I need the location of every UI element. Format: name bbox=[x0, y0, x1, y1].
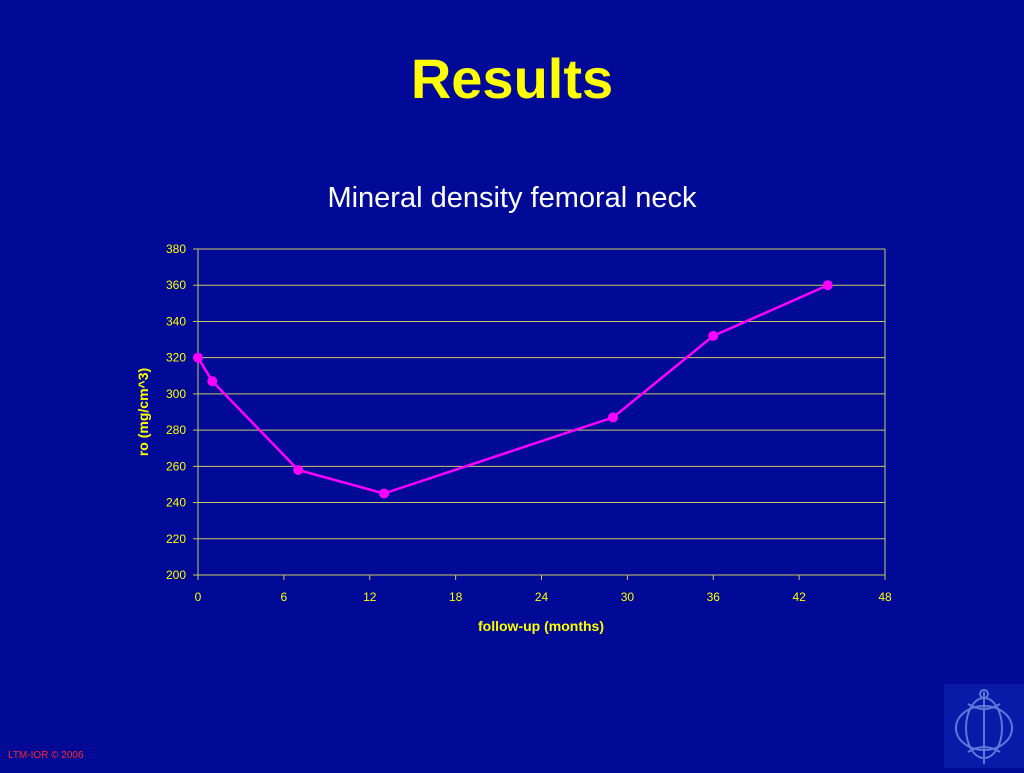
x-tick-label: 18 bbox=[449, 590, 463, 604]
tick-labels: 200 220 240 260 280 300 320 340 360 380 0 6 12 18 24 30… bbox=[166, 242, 892, 604]
x-tick-label: 42 bbox=[792, 590, 806, 604]
data-point bbox=[193, 352, 203, 363]
y-tick-label: 380 bbox=[166, 242, 186, 256]
x-tick-label: 12 bbox=[363, 590, 377, 604]
x-tick-label: 6 bbox=[281, 590, 288, 604]
data-point bbox=[207, 376, 218, 387]
x-tick-label: 30 bbox=[621, 590, 635, 604]
data-point bbox=[293, 464, 304, 475]
ior-monogram-icon bbox=[944, 684, 1024, 768]
y-tick-label: 300 bbox=[166, 387, 186, 401]
x-tick-label: 48 bbox=[878, 590, 892, 604]
axes bbox=[193, 248, 886, 580]
y-tick-label: 260 bbox=[166, 459, 186, 473]
gridlines bbox=[198, 248, 885, 540]
x-axis-label: follow-up (months) bbox=[478, 618, 604, 634]
chart-title: Mineral density femoral neck bbox=[327, 182, 697, 214]
x-tick-label: 0 bbox=[195, 590, 202, 604]
series bbox=[193, 280, 833, 499]
y-tick-label: 360 bbox=[166, 278, 186, 292]
y-tick-label: 220 bbox=[166, 532, 186, 546]
y-tick-label: 340 bbox=[166, 314, 186, 328]
x-tick-label: 24 bbox=[535, 590, 549, 604]
data-point bbox=[608, 412, 619, 423]
y-tick-label: 280 bbox=[166, 423, 186, 437]
series-line bbox=[196, 284, 829, 495]
data-point bbox=[708, 330, 719, 341]
y-tick-label: 320 bbox=[166, 351, 186, 365]
y-axis-label: ro (mg/cm^3) bbox=[135, 368, 151, 456]
data-point bbox=[822, 280, 833, 291]
x-tick-label: 36 bbox=[707, 590, 721, 604]
slide-title: Results bbox=[410, 47, 614, 110]
data-point bbox=[379, 488, 390, 499]
footer-copyright: LTM-IOR © 2006 bbox=[8, 750, 84, 761]
y-tick-label: 200 bbox=[166, 568, 186, 582]
y-tick-label: 240 bbox=[166, 496, 186, 510]
